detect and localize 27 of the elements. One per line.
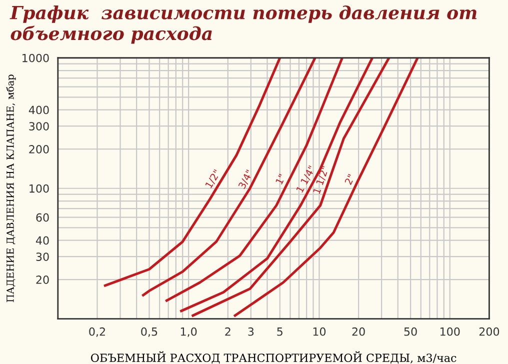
x-tick-label: 2 xyxy=(225,327,230,336)
x-tick-label: 0,5 xyxy=(141,327,158,337)
y-tick-label: 20 xyxy=(36,276,49,284)
x-tick-label: 1,0 xyxy=(180,327,197,337)
y-tick-label: 400 xyxy=(28,106,49,114)
text: 1 1/2" xyxy=(312,166,330,194)
x-tick-label: 200 xyxy=(479,327,500,336)
text: 3/4" xyxy=(238,169,254,190)
y-tick-label: 300 xyxy=(29,122,49,130)
y-tick-label: 60 xyxy=(36,213,49,222)
x-tick-label: 3 xyxy=(248,327,254,336)
x-tick-label: 20 xyxy=(352,327,365,336)
y-tick-label: 200 xyxy=(29,145,49,154)
y-tick-label: 100 xyxy=(30,184,49,193)
x-tick-label: 5 xyxy=(277,328,282,336)
x-tick-label: 50 xyxy=(404,327,417,336)
y-tick-label: 1000 xyxy=(22,54,49,62)
x-tick-label: 100 xyxy=(440,327,460,336)
x-tick-label: 10 xyxy=(313,327,326,336)
x-axis-title: ОБЪЕМНЫЙ РАСХОД ТРАНСПОРТИРУЕМОЙ СРЕДЫ, м3/час xyxy=(91,351,456,364)
y-tick-label: 30 xyxy=(36,252,49,261)
y-axis-title: ПАДЕНИЕ ДАВЛЕНИЯ НА КЛАПАНЕ, мбар xyxy=(6,74,16,302)
y-tick-label: 40 xyxy=(36,236,49,245)
text: 1" xyxy=(275,174,286,185)
chart-title: График зависимости потерь давления от объемного расхода xyxy=(10,5,477,44)
x-tick-label: 0,2 xyxy=(89,327,105,337)
text: 2" xyxy=(344,174,355,186)
